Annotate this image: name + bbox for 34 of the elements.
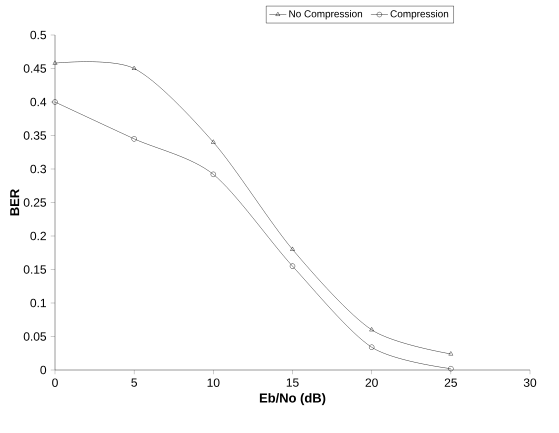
y-tick-label: 0: [40, 366, 46, 374]
x-tick-label: 15: [286, 378, 299, 387]
x-tick-label: 10: [208, 378, 220, 387]
y-tick-label: 0.2: [30, 232, 46, 240]
x-tick-label: 30: [524, 378, 536, 387]
point: [369, 327, 374, 332]
y-tick-label: 0.1: [30, 298, 46, 308]
y-axis-title: BER: [10, 189, 20, 216]
point: [132, 66, 137, 70]
point: [368, 344, 374, 350]
point: [448, 351, 454, 356]
y-tick-label: 0.5: [30, 30, 46, 40]
y-tick-label: 0.3: [30, 164, 46, 174]
y-tick-label: 0.05: [24, 332, 46, 341]
y-tick-label: 0.4: [30, 98, 46, 106]
x-tick-label: 0: [52, 378, 58, 387]
y-tick-label: 0.45: [24, 64, 46, 73]
legend-label: No Compression: [289, 10, 362, 20]
point: [290, 263, 296, 269]
x-tick-label: 25: [444, 378, 457, 387]
point: [290, 246, 295, 251]
point: [210, 140, 216, 144]
point: [210, 172, 216, 178]
x-tick-label: 20: [366, 378, 378, 387]
y-tick-label: 0.25: [24, 198, 46, 207]
point: [448, 366, 454, 372]
point: [52, 99, 58, 105]
x-tick-label: 5: [131, 378, 137, 387]
y-tick-label: 0.15: [24, 265, 46, 274]
point: [131, 136, 137, 142]
y-tick-label: 0.35: [24, 131, 46, 140]
x-axis-title: Eb/No (dB): [260, 393, 326, 406]
legend-label: Compression: [390, 10, 448, 20]
point: [52, 60, 58, 65]
